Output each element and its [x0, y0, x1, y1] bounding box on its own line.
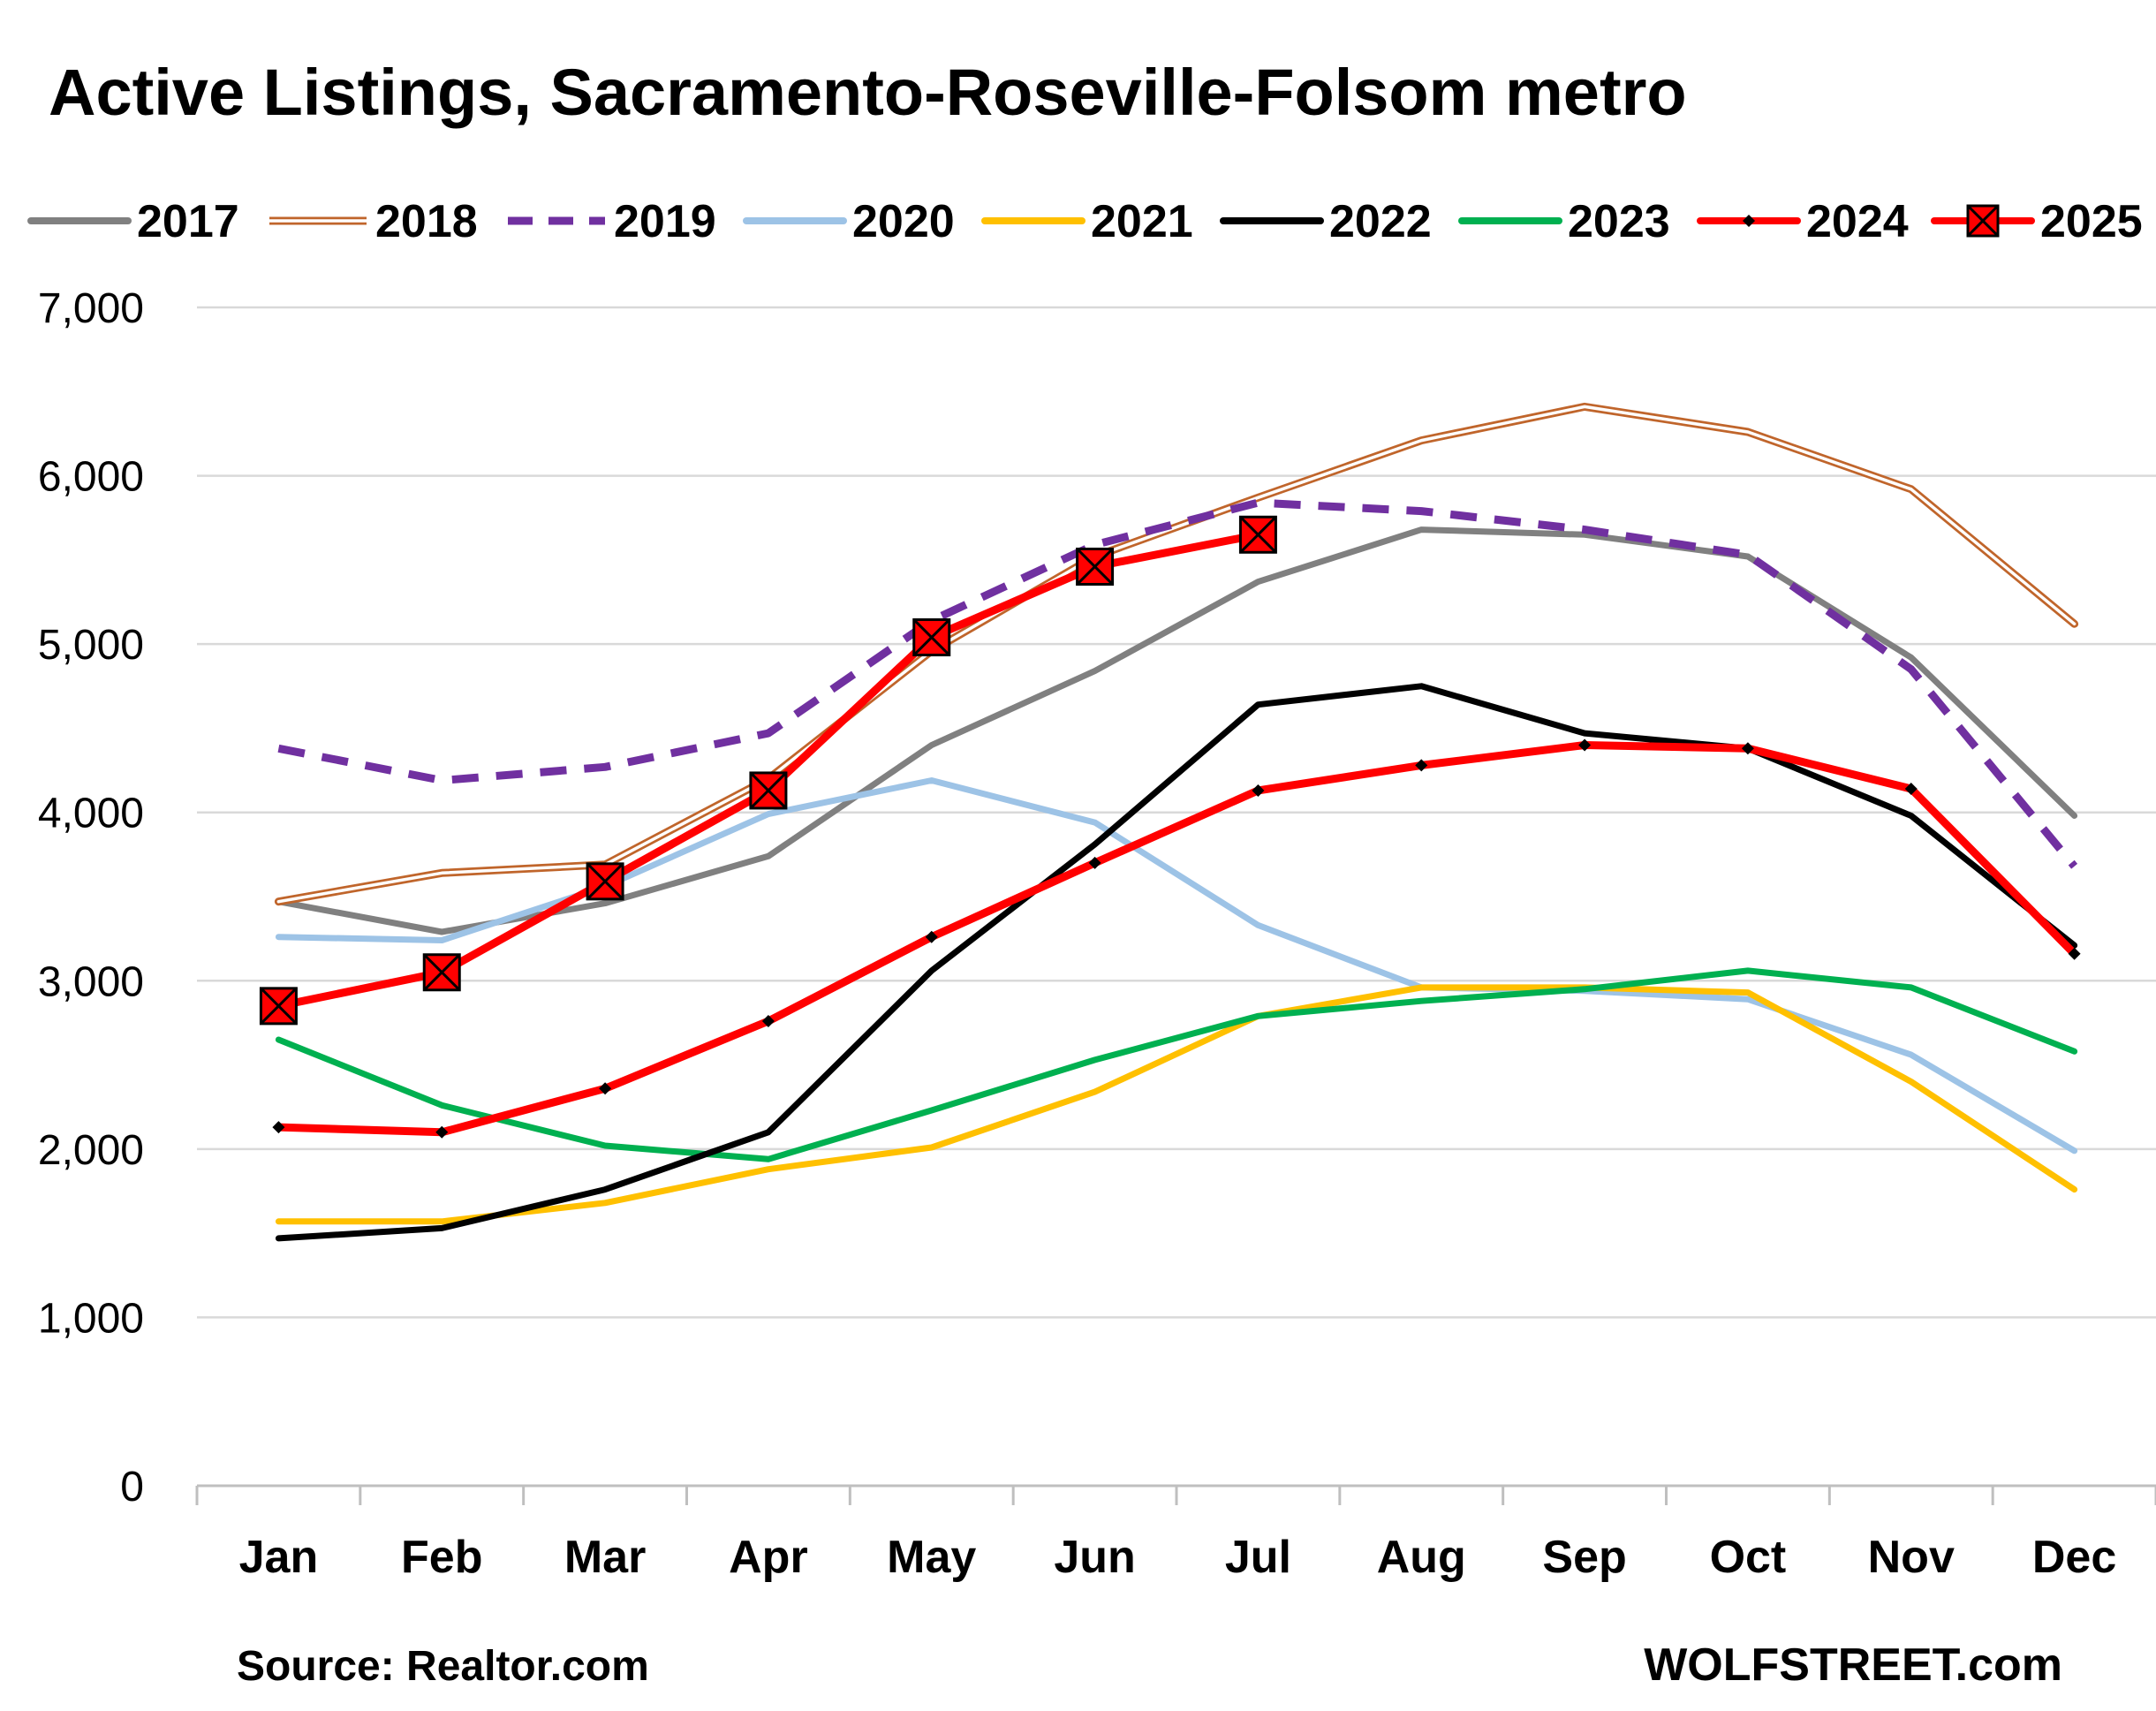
- x-tick-label: May: [887, 1532, 976, 1583]
- data-point-marker: [912, 618, 951, 657]
- y-tick-label: 0: [120, 1464, 144, 1510]
- series-line: [275, 984, 2078, 1225]
- y-tick-label: 6,000: [38, 454, 144, 501]
- y-tick-label: 1,000: [38, 1295, 144, 1342]
- data-point-marker: [259, 987, 298, 1026]
- series-line: [274, 741, 2079, 1137]
- legend-label: 2017: [137, 196, 239, 247]
- legend-item-2019: 2019: [508, 196, 716, 247]
- data-point-marker: [1076, 547, 1115, 586]
- legend-label: 2022: [1329, 196, 1432, 247]
- x-tick-label: Nov: [1868, 1532, 1955, 1583]
- legend-item-2018: 2018: [269, 196, 478, 247]
- legend-item-2025: 2025: [1931, 196, 2143, 247]
- x-tick-label: Oct: [1710, 1532, 1787, 1583]
- series-line: [277, 498, 2078, 869]
- legend-item-2020: 2020: [743, 196, 955, 247]
- legend-label: 2020: [852, 196, 955, 247]
- legend-item-2017: 2017: [27, 196, 239, 247]
- chart-title: Active Listings, Sacramento-Roseville-Fo…: [49, 56, 1687, 129]
- data-point-marker: [761, 1015, 775, 1028]
- x-tick-label: Jul: [1225, 1532, 1291, 1583]
- series-2020: [275, 777, 2078, 1155]
- legend-item-2024: 2024: [1697, 196, 1909, 247]
- series-2019: [277, 498, 2078, 869]
- series-2024: [272, 738, 2081, 1139]
- legend-label: 2019: [614, 196, 716, 247]
- series-layer: [259, 402, 2081, 1242]
- legend-item-2022: 2022: [1220, 196, 1432, 247]
- data-point-marker: [1238, 515, 1277, 554]
- series-2021: [275, 984, 2078, 1225]
- x-tick-label: Jan: [239, 1532, 319, 1583]
- x-tick-label: Sep: [1542, 1532, 1626, 1583]
- y-axis-ticks: 0 1,000 2,000 3,000 4,000 5,000 6,000 7,000: [38, 285, 144, 1510]
- series-line-inner: [276, 405, 2077, 904]
- data-point-marker: [2068, 947, 2081, 960]
- x-tick-label: Jun: [1054, 1532, 1135, 1583]
- series-2025: [259, 515, 1277, 1026]
- series-line: [275, 777, 2078, 1155]
- x-tick-label: Mar: [564, 1532, 646, 1583]
- series-line: [275, 683, 2078, 1242]
- legend-label: 2025: [2040, 196, 2143, 247]
- data-point-marker: [272, 1121, 285, 1134]
- data-point-marker: [435, 1125, 449, 1139]
- x-tick-label: Apr: [729, 1532, 808, 1583]
- data-point-marker: [1578, 738, 1592, 752]
- y-tick-label: 4,000: [38, 791, 144, 837]
- legend-label: 2024: [1806, 196, 1909, 247]
- series-line: [274, 530, 1262, 1011]
- y-tick-label: 7,000: [38, 285, 144, 332]
- data-point-marker: [586, 862, 624, 901]
- series-2022: [275, 683, 2078, 1242]
- data-point-marker: [1741, 742, 1754, 755]
- data-point-marker: [1415, 759, 1428, 772]
- legend-label: 2023: [1568, 196, 1670, 247]
- data-point-marker: [1252, 784, 1265, 797]
- gridlines: [197, 306, 2156, 1319]
- legend-label: 2021: [1091, 196, 1193, 247]
- series-2023: [275, 967, 2078, 1162]
- legend-label: 2018: [375, 196, 478, 247]
- legend: 2017 2018 2019 2020 2021 2022 2023 2024 2025: [27, 196, 2143, 247]
- legend-item-2021: 2021: [981, 196, 1193, 247]
- series-line: [275, 967, 2078, 1162]
- data-point-marker: [749, 771, 788, 810]
- legend-item-2023: 2023: [1458, 196, 1670, 247]
- x-tick-label: Dec: [2032, 1532, 2116, 1583]
- data-point-marker: [1088, 856, 1101, 869]
- source-label: Source: Realtor.com: [237, 1643, 649, 1690]
- data-point-marker: [1904, 783, 1918, 796]
- y-tick-label: 3,000: [38, 958, 144, 1005]
- x-axis: Jan Feb Mar Apr May Jun Jul Aug Sep Oct Nov Dec: [195, 1484, 2156, 1583]
- y-tick-label: 2,000: [38, 1127, 144, 1174]
- brand-label: WOLFSTREET.com: [1644, 1639, 2062, 1691]
- data-point-marker: [925, 930, 938, 943]
- series-2018: [274, 402, 2079, 906]
- data-point-marker: [599, 1082, 612, 1095]
- data-point-marker: [422, 953, 461, 992]
- x-tick-label: Aug: [1377, 1532, 1466, 1583]
- y-tick-label: 5,000: [38, 622, 144, 669]
- x-tick-label: Feb: [401, 1532, 482, 1583]
